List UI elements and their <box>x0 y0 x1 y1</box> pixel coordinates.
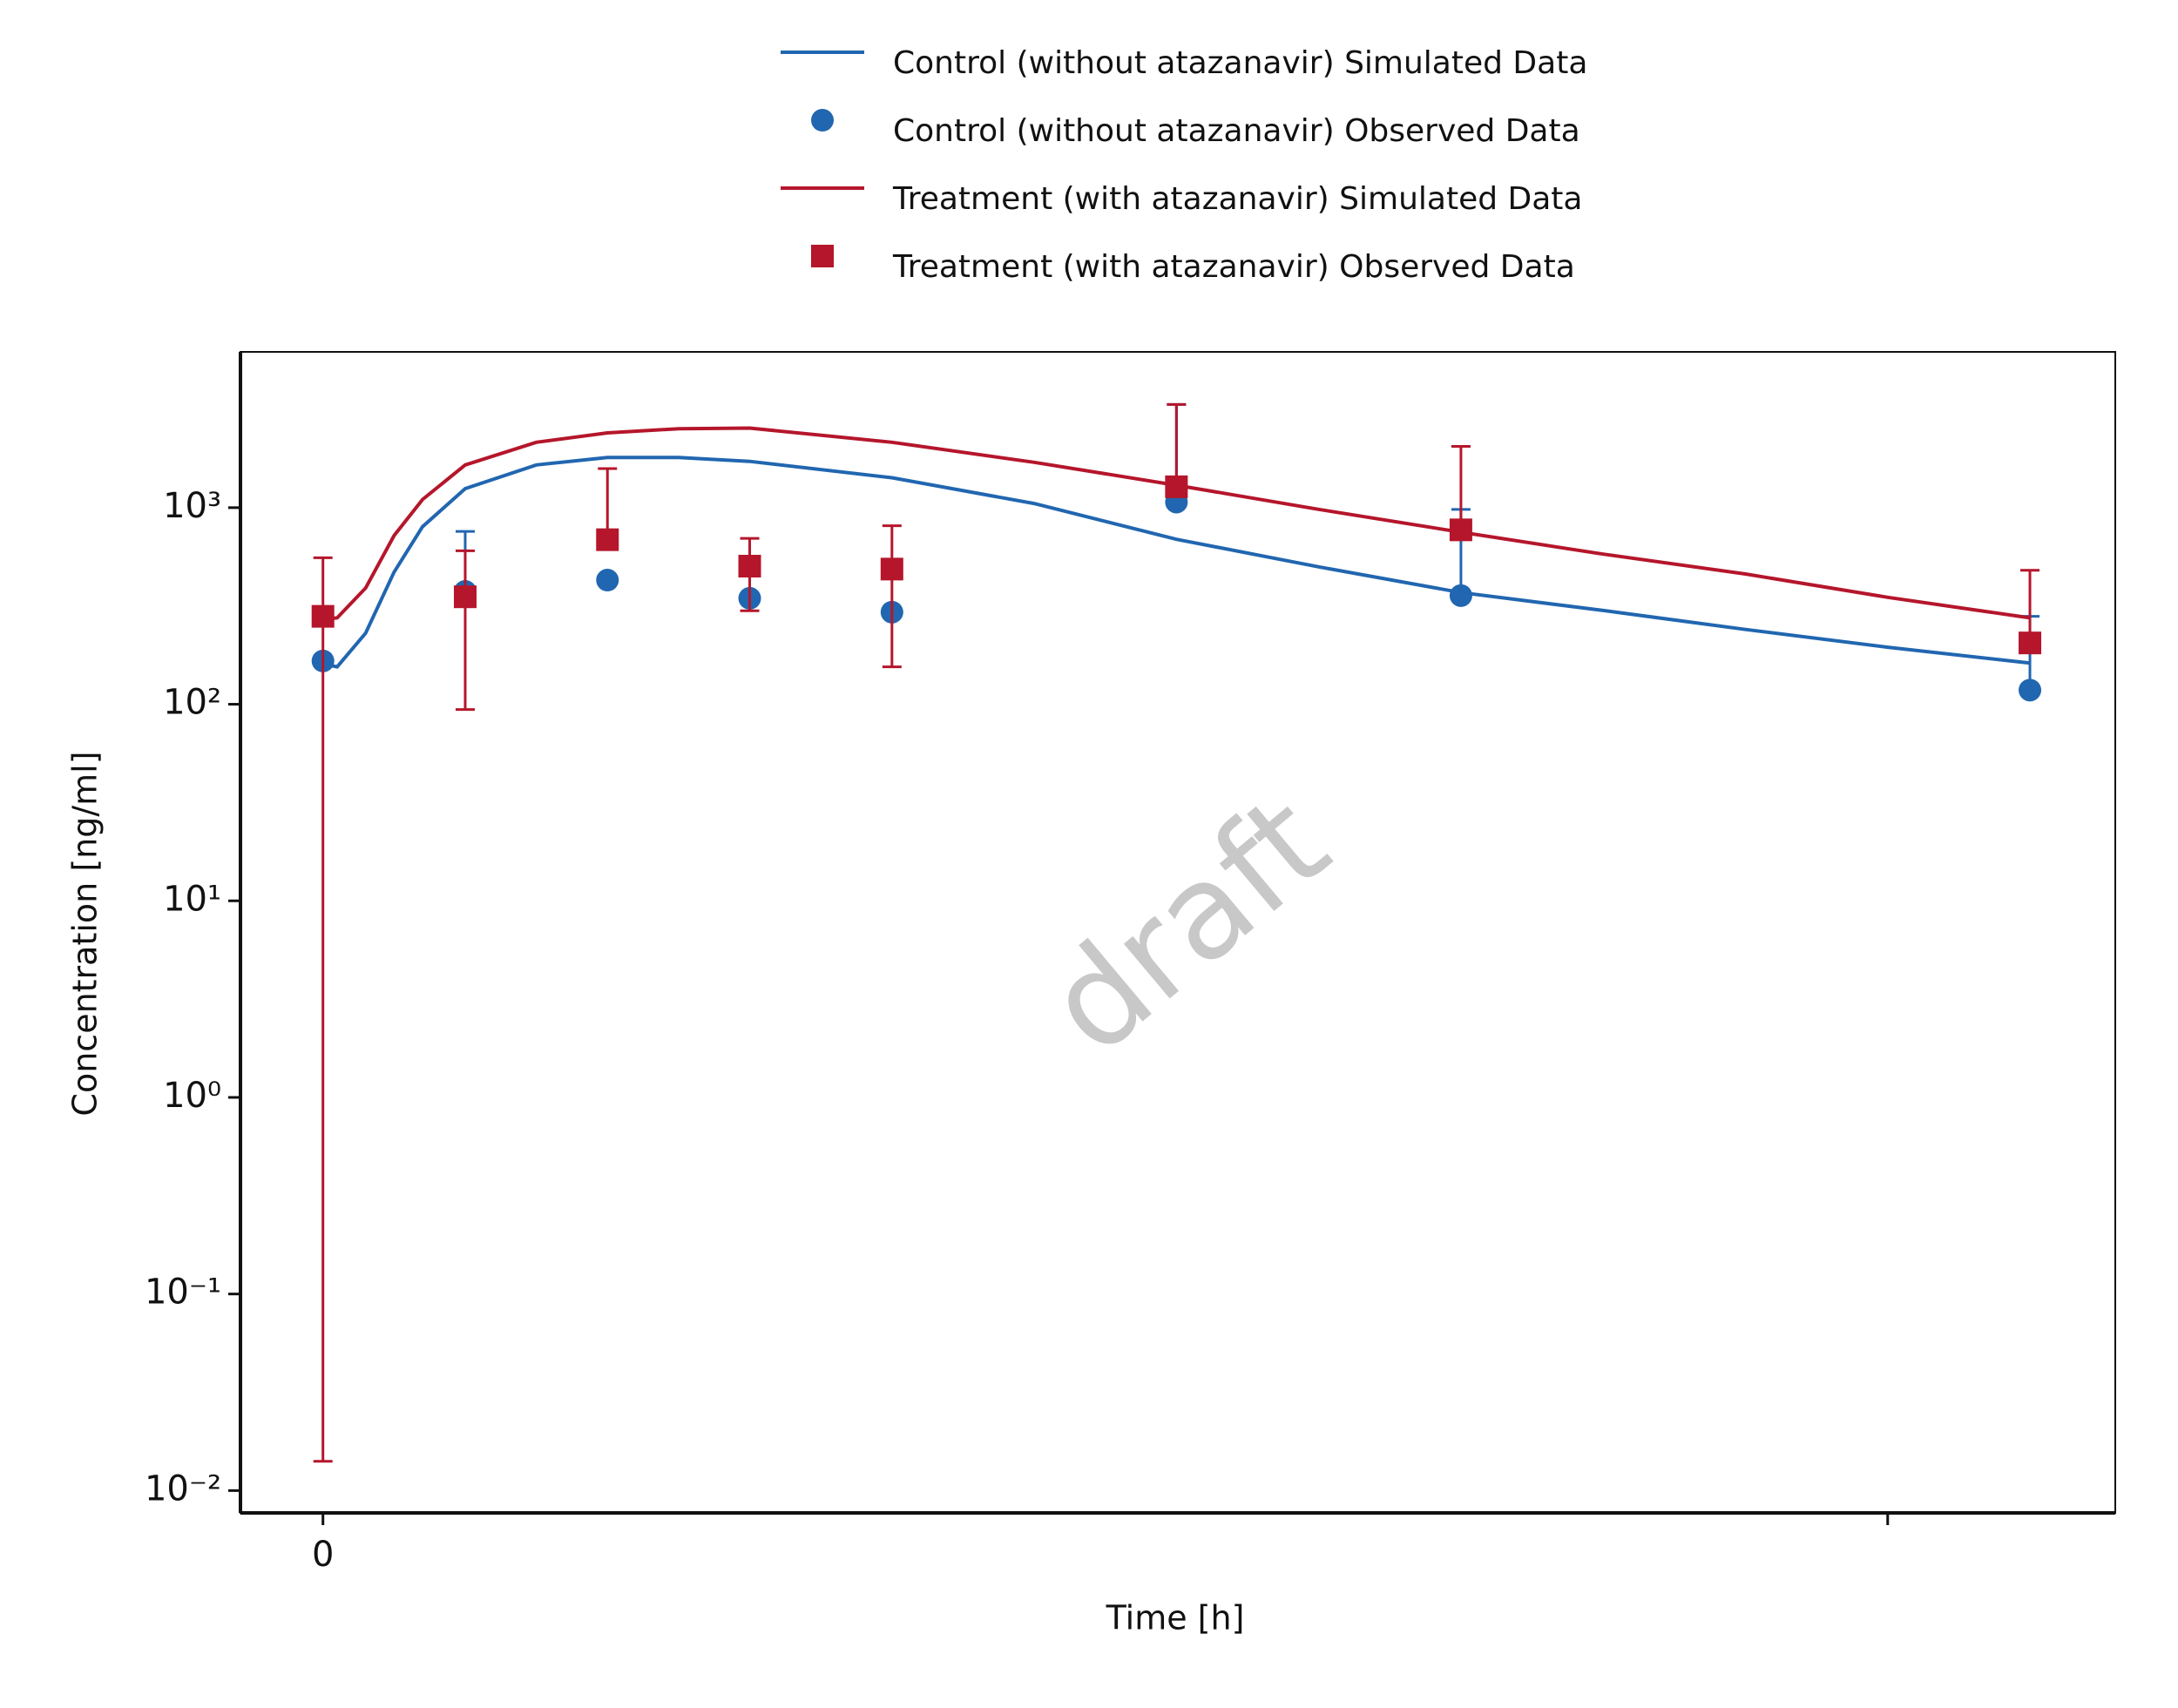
observed-point <box>1165 475 1188 498</box>
y-tick-label: 10³ <box>163 486 221 526</box>
observed-point <box>453 585 477 609</box>
observed-point <box>1449 584 1472 607</box>
legend-swatch <box>811 109 834 132</box>
y-axis-label: Concentration [ng/ml] <box>66 751 105 1116</box>
observed-point <box>2019 631 2042 655</box>
observed-point <box>311 604 335 628</box>
observed-point <box>596 528 619 551</box>
y-tick-label: 10⁻¹ <box>145 1273 221 1313</box>
observed-point <box>596 569 619 592</box>
observed-point <box>738 555 761 578</box>
legend-label: Treatment (with atazanavir) Simulated Da… <box>892 181 1582 217</box>
sim-line <box>322 456 2031 669</box>
sim-line <box>322 426 2031 622</box>
y-tick-label: 10⁰ <box>163 1076 221 1116</box>
watermark: draft <box>1020 767 1356 1084</box>
observed-point <box>1449 518 1472 542</box>
legend-label: Control (without atazanavir) Simulated D… <box>893 45 1587 81</box>
legend-swatch <box>811 245 834 267</box>
x-axis-label: Time [h] <box>1106 1599 1245 1637</box>
observed-point <box>2019 678 2042 702</box>
y-tick-label: 10⁻² <box>145 1468 221 1509</box>
x-tick-label: 0 <box>312 1535 334 1575</box>
legend-label: Treatment (with atazanavir) Observed Dat… <box>892 249 1575 285</box>
observed-point <box>880 557 903 581</box>
y-tick-label: 10² <box>163 683 221 723</box>
legend-label: Control (without atazanavir) Observed Da… <box>893 113 1580 149</box>
y-tick-label: 10¹ <box>163 879 221 919</box>
